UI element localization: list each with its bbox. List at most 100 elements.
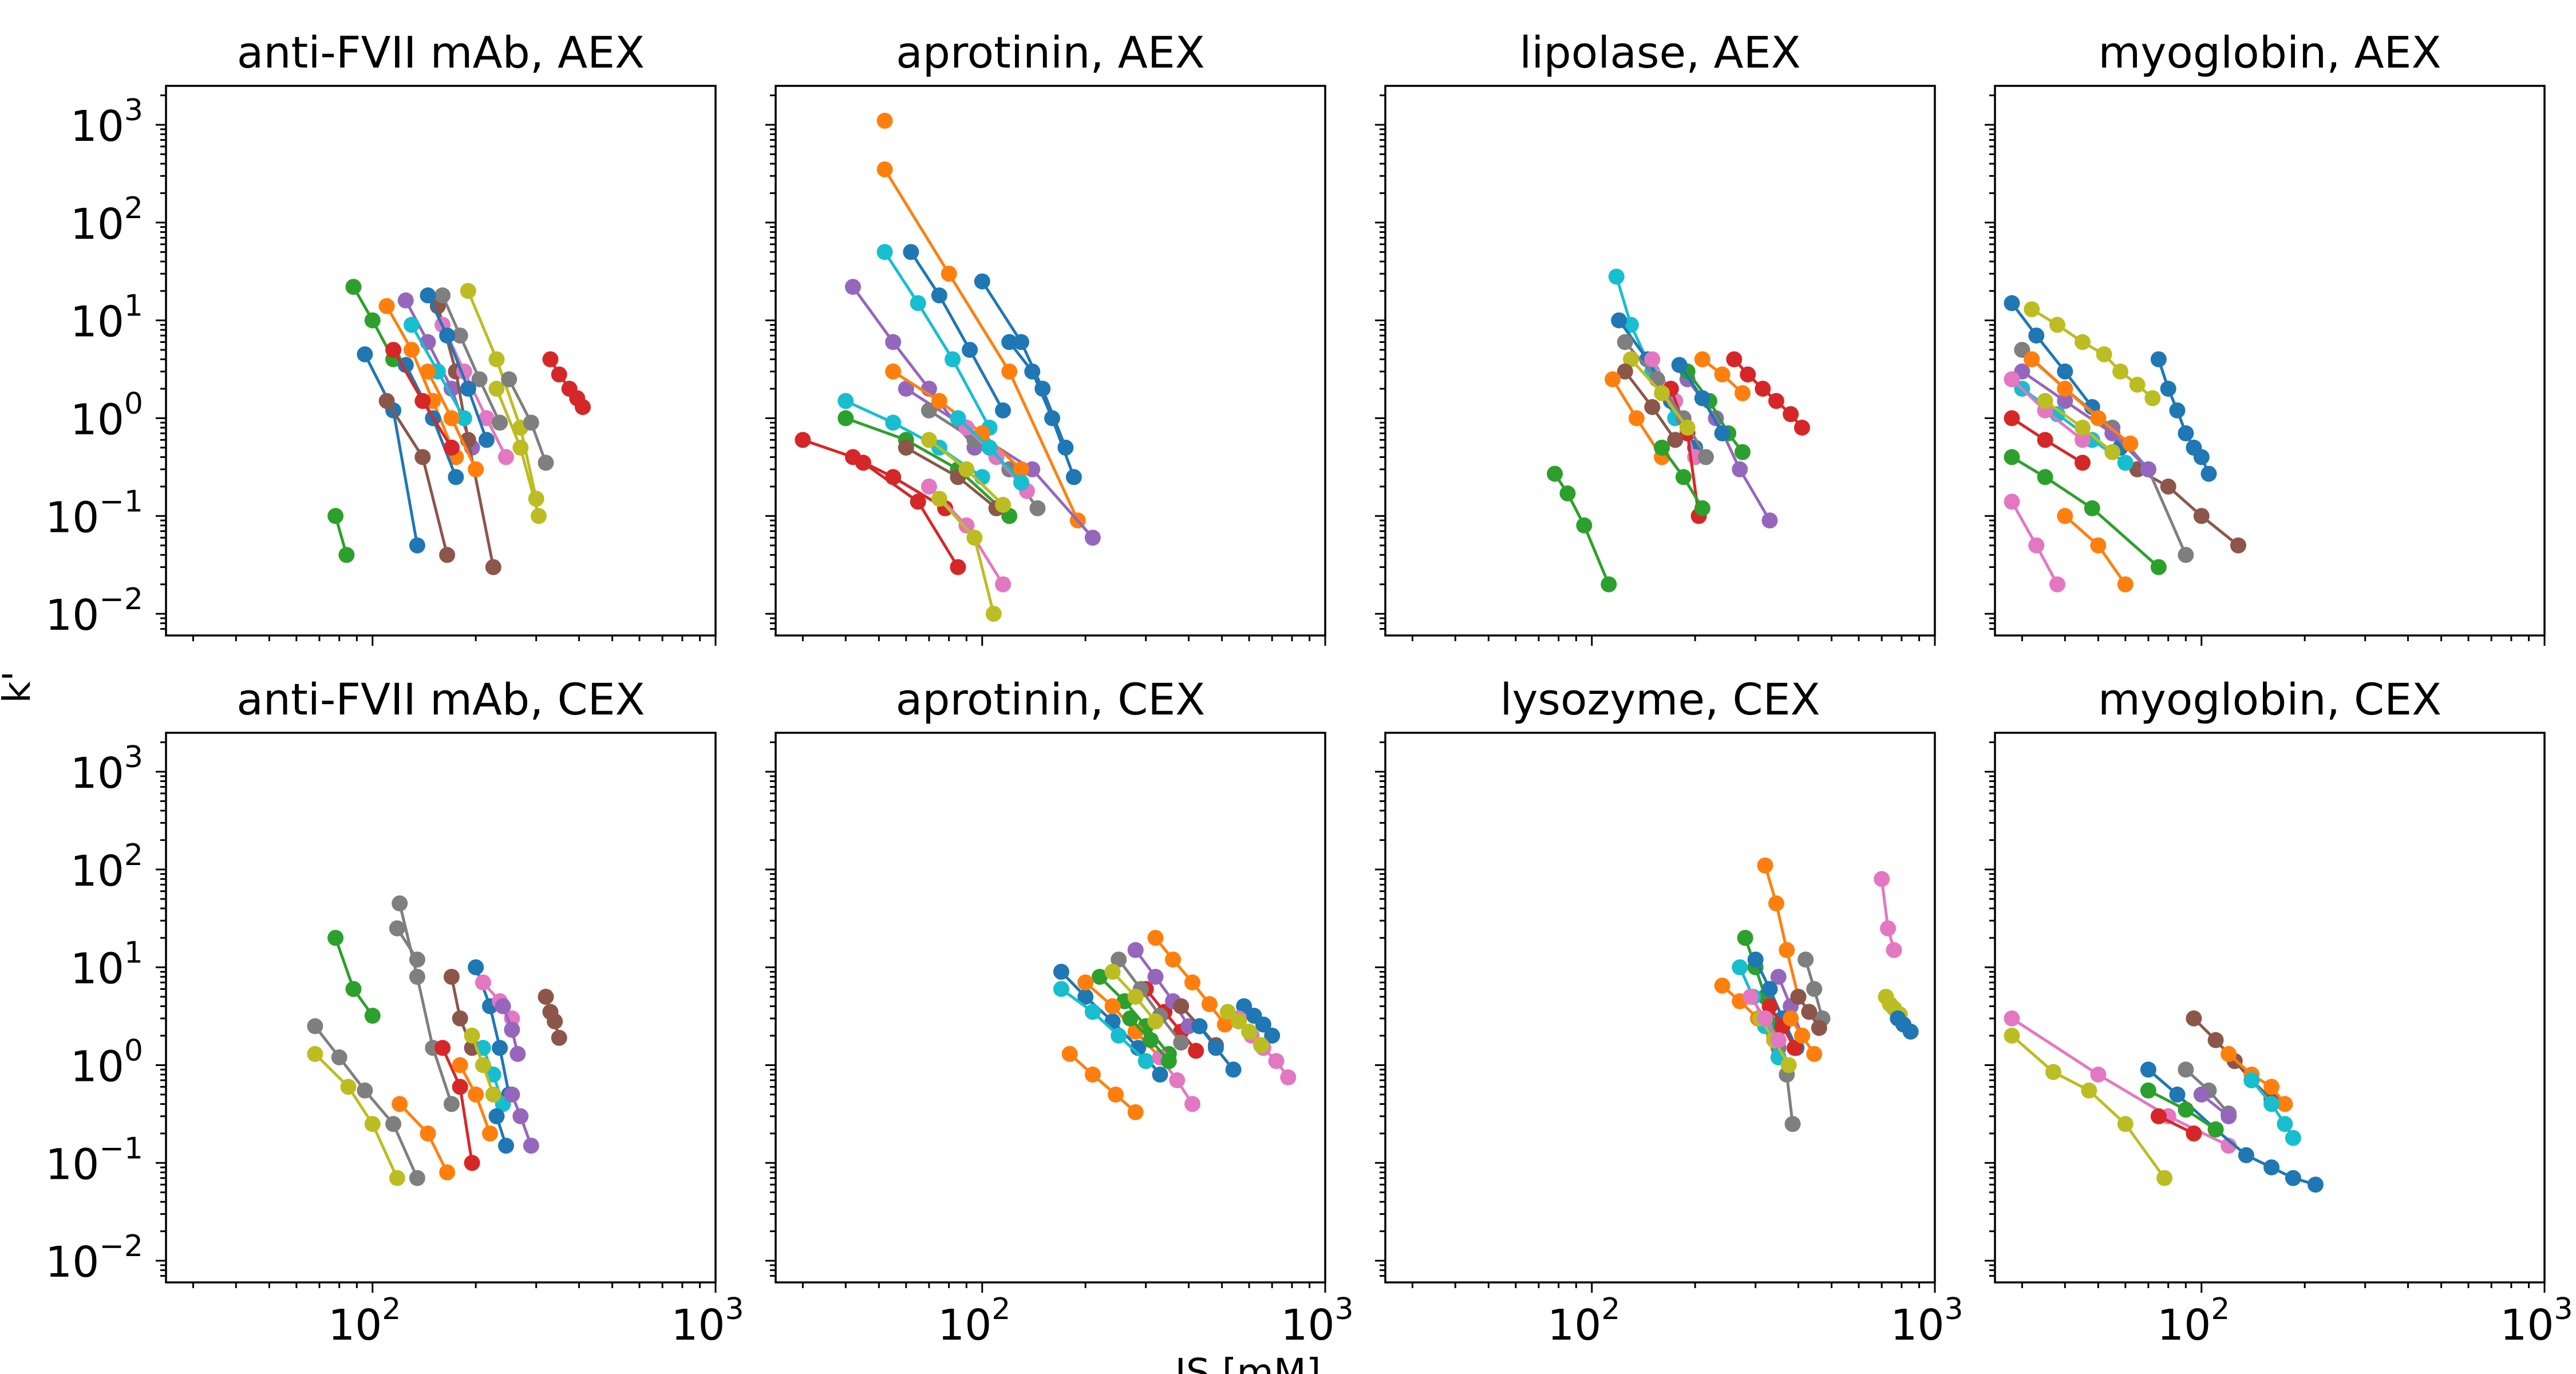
series — [327, 930, 381, 1024]
data-point — [501, 371, 517, 388]
series — [1726, 351, 1810, 436]
data-point — [1077, 974, 1094, 991]
panel-aprotinin-cex: aprotinin, CEX 102 103 — [765, 674, 1354, 1350]
data-point — [464, 1028, 480, 1044]
series — [855, 455, 966, 575]
panel-lysozyme-cex: lysozyme, CEX 102 103 — [1375, 674, 1963, 1350]
data-point — [485, 559, 501, 575]
series — [385, 342, 460, 456]
data-point — [2129, 461, 2146, 477]
data-point — [2285, 1130, 2301, 1146]
data-point — [2104, 444, 2121, 460]
data-point — [409, 537, 425, 554]
data-point — [898, 439, 914, 456]
data-point — [392, 895, 408, 911]
data-point — [1084, 530, 1101, 546]
data-point — [1147, 930, 1164, 946]
data-point — [2104, 425, 2121, 441]
data-point — [876, 112, 893, 129]
data-point — [995, 576, 1012, 593]
data-point — [1806, 981, 1823, 997]
data-point — [1191, 1018, 1208, 1035]
plot-frame — [775, 732, 1326, 1284]
data-point — [460, 381, 476, 397]
series-line — [314, 1053, 399, 1179]
plot-frame — [775, 85, 1326, 637]
x-tick-label: 102 — [938, 1292, 1010, 1350]
data-point — [1761, 981, 1778, 997]
series — [1236, 998, 1281, 1044]
data-point — [1160, 1053, 1177, 1069]
series — [1874, 871, 1902, 958]
data-point — [1137, 1053, 1154, 1069]
data-point — [2004, 1010, 2020, 1026]
data-point — [910, 295, 926, 311]
data-point — [2049, 317, 2065, 333]
panel-anti-fvii-mab-aex: anti-FVII mAb, AEX 103 102 101 100 10−1 10−2 — [45, 27, 717, 646]
data-point — [1801, 1004, 1818, 1020]
data-point — [931, 393, 947, 409]
data-point — [404, 317, 420, 333]
data-point — [845, 279, 861, 295]
data-point — [1208, 1040, 1224, 1056]
data-point — [452, 1010, 468, 1026]
data-point — [512, 1108, 529, 1124]
data-point — [2285, 1170, 2301, 1186]
series-line — [2250, 1079, 2295, 1139]
series — [307, 1018, 425, 1186]
data-point — [538, 989, 554, 1005]
data-point — [1127, 1104, 1144, 1120]
data-point — [2081, 1082, 2097, 1099]
x-tick-label: 102 — [2157, 1292, 2230, 1350]
data-point — [1184, 974, 1200, 991]
data-point — [1231, 1013, 1247, 1030]
data-point — [2263, 1096, 2280, 1112]
data-point — [1732, 461, 1748, 477]
data-point — [1770, 969, 1787, 985]
series — [1783, 1010, 1823, 1062]
data-point — [1623, 351, 1639, 368]
data-point — [1559, 485, 1576, 502]
data-point — [492, 414, 508, 431]
data-point — [2057, 381, 2073, 397]
data-point — [2150, 1108, 2167, 1124]
data-point — [1169, 1072, 1186, 1088]
plot-frame — [165, 85, 717, 637]
data-point — [1790, 989, 1807, 1005]
panel-title: anti-FVII mAb, CEX — [236, 674, 645, 725]
data-point — [1714, 366, 1730, 383]
series — [495, 998, 526, 1062]
data-point — [2049, 576, 2065, 593]
data-point — [464, 1155, 480, 1171]
data-point — [2156, 1170, 2173, 1186]
series — [538, 989, 567, 1046]
data-point — [1188, 1043, 1204, 1059]
data-point — [1757, 857, 1773, 874]
data-point — [2186, 1010, 2202, 1026]
data-point — [443, 381, 460, 397]
data-point — [1714, 977, 1730, 994]
data-point — [2277, 1116, 2293, 1132]
series — [1547, 465, 1617, 593]
data-point — [910, 493, 926, 510]
data-point — [920, 432, 937, 448]
data-point — [575, 399, 591, 415]
y-tick-label: 101 — [70, 289, 143, 347]
data-point — [409, 951, 425, 968]
data-point — [452, 1079, 468, 1095]
data-point — [950, 559, 966, 575]
data-point — [1029, 500, 1046, 516]
x-tick-label: 102 — [1547, 1292, 1620, 1350]
series — [2150, 351, 2217, 482]
data-point — [452, 1057, 468, 1073]
series-line — [910, 251, 1005, 412]
data-point — [1173, 998, 1190, 1014]
series — [327, 508, 355, 563]
series-line — [398, 903, 453, 1105]
series-line — [1069, 1053, 1137, 1114]
plot-frame — [1994, 732, 2546, 1284]
data-point — [479, 432, 495, 448]
data-point — [2243, 1072, 2260, 1088]
data-point — [2112, 363, 2128, 380]
